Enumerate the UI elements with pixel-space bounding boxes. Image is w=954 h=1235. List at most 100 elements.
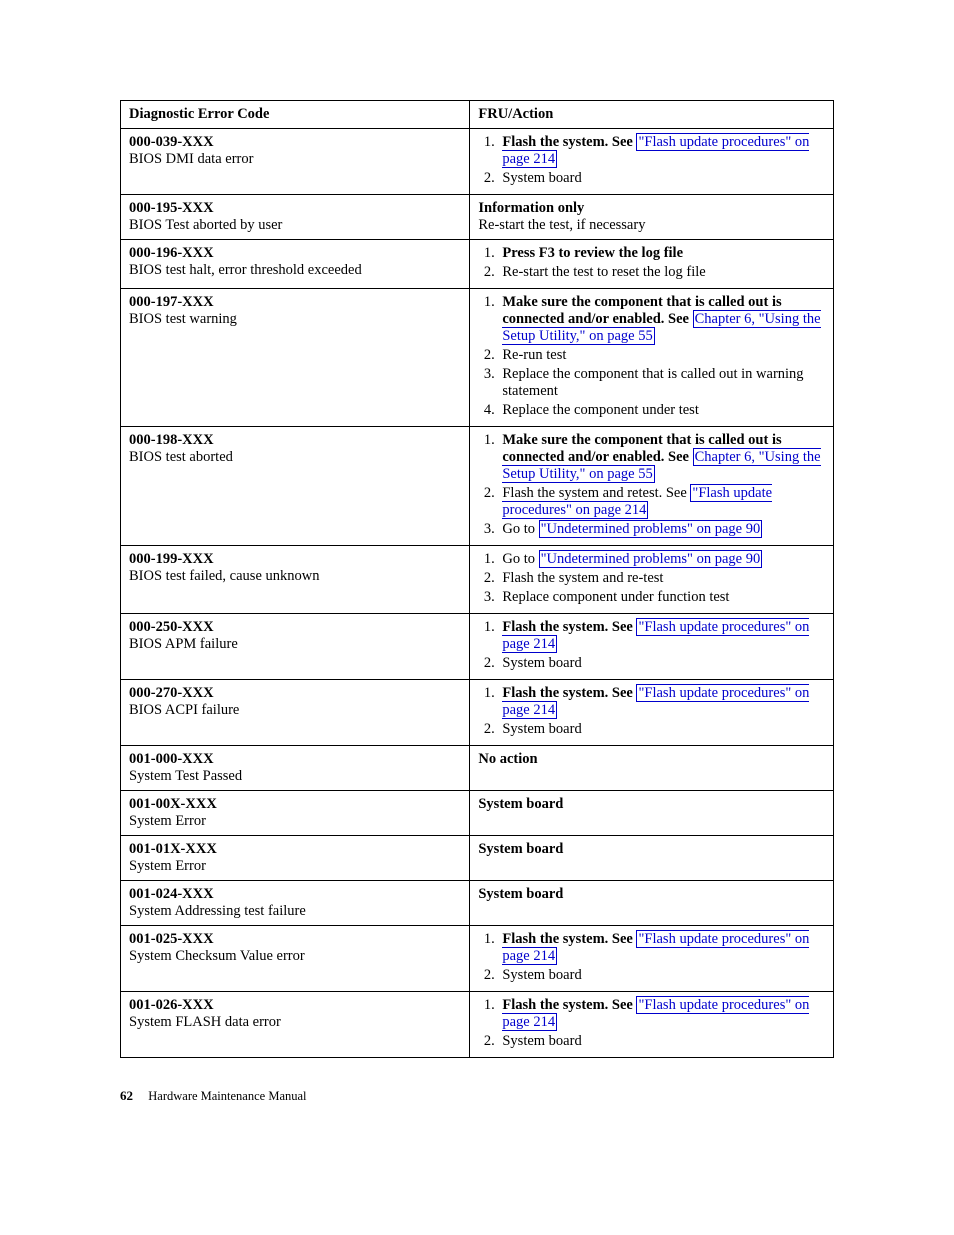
table-row: 000-039-XXX BIOS DMI data error Flash th…	[121, 129, 834, 195]
code-cell: 001-026-XXX System FLASH data error	[121, 992, 470, 1058]
error-code: 001-000-XXX	[129, 751, 214, 767]
table-row: 000-199-XXX BIOS test failed, cause unkn…	[121, 546, 834, 614]
error-desc: System Addressing test failure	[129, 903, 306, 919]
doc-title: Hardware Maintenance Manual	[148, 1089, 306, 1103]
action-cell: No action	[470, 746, 834, 791]
table-row: 001-025-XXX System Checksum Value error …	[121, 926, 834, 992]
error-desc: BIOS ACPI failure	[129, 702, 239, 718]
action-item: Make sure the component that is called o…	[498, 294, 825, 345]
action-item: Flash the system. See "Flash update proc…	[498, 997, 825, 1031]
table-row: 001-000-XXX System Test Passed No action	[121, 746, 834, 791]
error-code: 001-026-XXX	[129, 997, 214, 1013]
error-desc: BIOS Test aborted by user	[129, 217, 282, 233]
action-item: Make sure the component that is called o…	[498, 432, 825, 483]
code-cell: 000-195-XXX BIOS Test aborted by user	[121, 195, 470, 240]
error-code: 001-00X-XXX	[129, 796, 217, 812]
col-header-code: Diagnostic Error Code	[121, 101, 470, 129]
error-desc: System Checksum Value error	[129, 948, 305, 964]
undetermined-problems-link[interactable]: "Undetermined problems" on page 90	[539, 550, 763, 568]
action-item: Flash the system. See "Flash update proc…	[498, 931, 825, 965]
error-desc: BIOS DMI data error	[129, 151, 253, 167]
action-heading: Information only	[478, 200, 584, 216]
action-item: Flash the system. See "Flash update proc…	[498, 619, 825, 653]
action-cell: Flash the system. See "Flash update proc…	[470, 680, 834, 746]
action-item: System board	[498, 721, 825, 738]
error-code: 000-270-XXX	[129, 685, 214, 701]
action-text: Flash the system. See	[502, 997, 636, 1013]
code-cell: 000-039-XXX BIOS DMI data error	[121, 129, 470, 195]
error-desc: System Test Passed	[129, 768, 242, 784]
action-text: Re-start the test, if necessary	[478, 217, 645, 233]
action-item: Replace the component that is called out…	[498, 366, 825, 400]
action-text: Go to	[502, 551, 538, 567]
action-text: System board	[478, 886, 563, 902]
code-cell: 000-199-XXX BIOS test failed, cause unkn…	[121, 546, 470, 614]
code-cell: 001-00X-XXX System Error	[121, 791, 470, 836]
action-item: Re-run test	[498, 347, 825, 364]
error-desc: BIOS test aborted	[129, 449, 233, 465]
table-row: 000-197-XXX BIOS test warning Make sure …	[121, 289, 834, 427]
code-cell: 001-01X-XXX System Error	[121, 836, 470, 881]
error-desc: BIOS APM failure	[129, 636, 238, 652]
action-cell: Flash the system. See "Flash update proc…	[470, 129, 834, 195]
error-code: 001-01X-XXX	[129, 841, 217, 857]
code-cell: 000-270-XXX BIOS ACPI failure	[121, 680, 470, 746]
error-code: 000-250-XXX	[129, 619, 214, 635]
table-row: 001-01X-XXX System Error System board	[121, 836, 834, 881]
action-cell: Information only Re-start the test, if n…	[470, 195, 834, 240]
action-item: Replace the component under test	[498, 402, 825, 419]
code-cell: 001-024-XXX System Addressing test failu…	[121, 881, 470, 926]
col-header-action: FRU/Action	[470, 101, 834, 129]
table-row: 000-250-XXX BIOS APM failure Flash the s…	[121, 614, 834, 680]
action-text: System board	[478, 841, 563, 857]
error-code: 000-196-XXX	[129, 245, 214, 261]
action-item: System board	[498, 1033, 825, 1050]
error-desc: System Error	[129, 858, 206, 874]
action-text: Flash the system. See	[502, 685, 636, 701]
page-number: 62	[120, 1088, 133, 1103]
action-item: Re-start the test to reset the log file	[498, 264, 825, 281]
undetermined-problems-link[interactable]: "Undetermined problems" on page 90	[539, 520, 763, 538]
action-item: Flash the system. See "Flash update proc…	[498, 134, 825, 168]
error-desc: System Error	[129, 813, 206, 829]
action-item: Go to "Undetermined problems" on page 90	[498, 521, 825, 538]
action-item: System board	[498, 655, 825, 672]
code-cell: 000-198-XXX BIOS test aborted	[121, 427, 470, 546]
table-row: 000-196-XXX BIOS test halt, error thresh…	[121, 240, 834, 289]
page-footer: 62 Hardware Maintenance Manual	[120, 1088, 834, 1104]
action-cell: Press F3 to review the log file Re-start…	[470, 240, 834, 289]
error-desc: BIOS test halt, error threshold exceeded	[129, 262, 362, 278]
action-cell: Flash the system. See "Flash update proc…	[470, 992, 834, 1058]
error-code: 001-024-XXX	[129, 886, 214, 902]
action-item: Flash the system and re-test	[498, 570, 825, 587]
error-code: 001-025-XXX	[129, 931, 214, 947]
action-text: Flash the system. See	[502, 134, 636, 150]
table-row: 001-00X-XXX System Error System board	[121, 791, 834, 836]
error-code: 000-039-XXX	[129, 134, 214, 150]
action-cell: System board	[470, 881, 834, 926]
action-text: Flash the system. See	[502, 931, 636, 947]
code-cell: 000-250-XXX BIOS APM failure	[121, 614, 470, 680]
action-item: Flash the system. See "Flash update proc…	[498, 685, 825, 719]
action-text: System board	[478, 796, 563, 812]
table-row: 001-026-XXX System FLASH data error Flas…	[121, 992, 834, 1058]
action-cell: Flash the system. See "Flash update proc…	[470, 926, 834, 992]
error-desc: BIOS test failed, cause unknown	[129, 568, 319, 584]
action-text: No action	[478, 751, 537, 767]
action-item: Flash the system and retest. See "Flash …	[498, 485, 825, 519]
error-desc: System FLASH data error	[129, 1014, 281, 1030]
action-item: Press F3 to review the log file	[498, 245, 825, 262]
error-code: 000-199-XXX	[129, 551, 214, 567]
table-row: 000-198-XXX BIOS test aborted Make sure …	[121, 427, 834, 546]
table-header-row: Diagnostic Error Code FRU/Action	[121, 101, 834, 129]
action-cell: System board	[470, 791, 834, 836]
code-cell: 000-197-XXX BIOS test warning	[121, 289, 470, 427]
diagnostic-error-table: Diagnostic Error Code FRU/Action 000-039…	[120, 100, 834, 1058]
action-item: Replace component under function test	[498, 589, 825, 606]
table-row: 001-024-XXX System Addressing test failu…	[121, 881, 834, 926]
action-cell: System board	[470, 836, 834, 881]
error-desc: BIOS test warning	[129, 311, 237, 327]
action-item: System board	[498, 170, 825, 187]
action-cell: Flash the system. See "Flash update proc…	[470, 614, 834, 680]
action-item: System board	[498, 967, 825, 984]
